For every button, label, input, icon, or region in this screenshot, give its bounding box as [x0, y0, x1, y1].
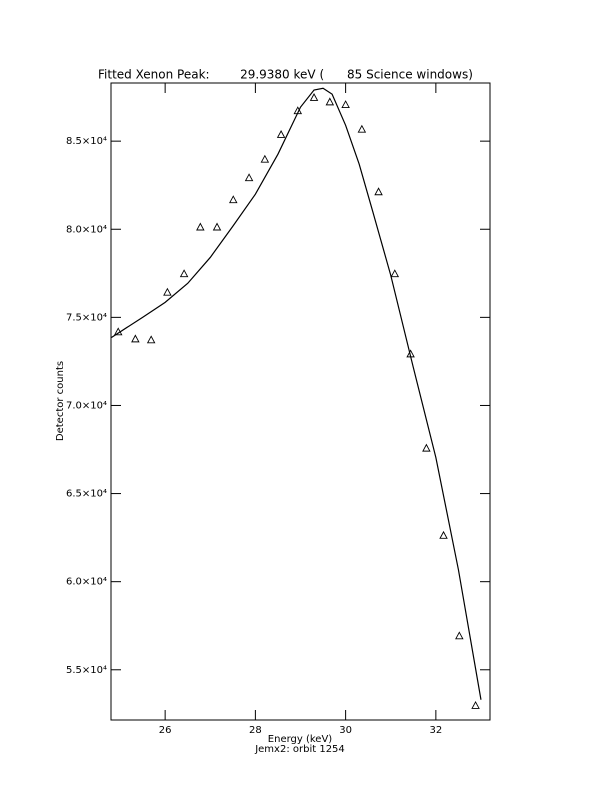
y-tick-label: 6.5×10⁴ [66, 489, 107, 500]
data-point [179, 269, 189, 278]
data-point [357, 124, 367, 133]
fit-line [111, 87, 482, 700]
data-point [244, 173, 254, 182]
subtitle: Jemx2: orbit 1254 [254, 744, 345, 755]
data-point [325, 97, 335, 106]
plot-frame [110, 82, 491, 721]
data-point [390, 269, 400, 278]
data-point [341, 100, 350, 108]
data-point [276, 130, 286, 138]
x-tick-label: 30 [339, 725, 352, 736]
data-point [131, 334, 140, 343]
y-axis-label: Detector counts [55, 361, 66, 441]
y-tick-label: 8.5×10⁴ [66, 136, 107, 147]
y-tick-label: 6.0×10⁴ [66, 577, 107, 588]
x-tick-label: 28 [249, 725, 262, 736]
y-tick-label: 8.0×10⁴ [66, 224, 107, 235]
y-tick-label: 5.5×10⁴ [66, 665, 107, 676]
data-point [146, 335, 156, 344]
data-point [455, 631, 464, 640]
y-tick-label: 7.5×10⁴ [66, 312, 107, 323]
data-point [196, 222, 205, 231]
data-point [471, 700, 480, 709]
data-point [374, 187, 383, 196]
x-tick-label: 32 [429, 725, 442, 736]
data-point [309, 93, 319, 101]
data-point [260, 154, 270, 163]
data-point [439, 530, 448, 539]
data-point [422, 443, 431, 452]
data-point [212, 222, 222, 231]
y-tick-label: 7.0×10⁴ [66, 400, 107, 411]
x-axis-label: Energy (keV) [268, 734, 333, 745]
chart-title: Fitted Xenon Peak: 29.9380 keV ( 85 Scie… [98, 68, 473, 82]
x-tick-label: 26 [159, 725, 172, 736]
data-point [229, 195, 238, 204]
data-point [163, 287, 172, 296]
